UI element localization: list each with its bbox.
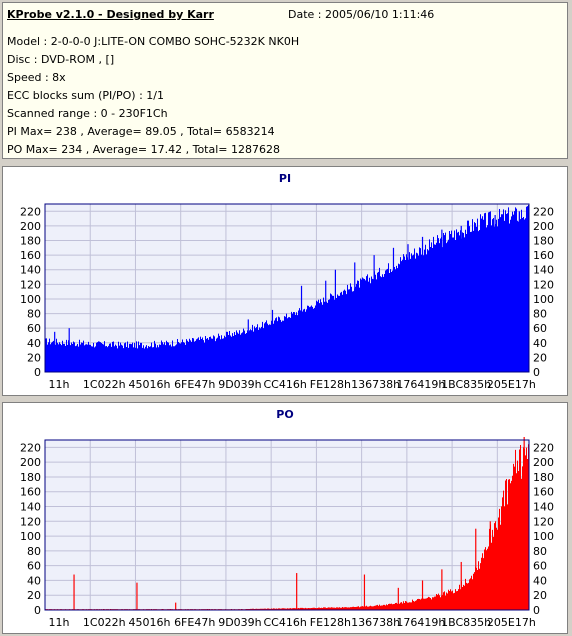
x-tick-label: 136738h [351, 378, 400, 391]
y-tick-label-left: 100 [20, 293, 41, 306]
x-tick-label: 45016h [128, 378, 170, 391]
x-tick-label: 1BC835h [441, 616, 491, 629]
y-tick-label-left: 20 [27, 589, 41, 602]
x-tick-label: 176419h [396, 378, 445, 391]
y-tick-label-left: 100 [20, 530, 41, 543]
y-tick-label-left: 180 [20, 235, 41, 248]
y-tick-label-left: 0 [34, 604, 41, 617]
y-tick-label-left: 220 [20, 205, 41, 218]
y-tick-label-right: 80 [533, 308, 547, 321]
y-tick-label-left: 40 [27, 574, 41, 587]
y-tick-label-left: 140 [20, 264, 41, 277]
y-tick-label-right: 20 [533, 589, 547, 602]
y-tick-label-right: 0 [533, 366, 540, 379]
y-tick-label-left: 60 [27, 560, 41, 573]
data-series-bars [45, 205, 529, 372]
y-tick-label-right: 40 [533, 574, 547, 587]
y-tick-label-left: 200 [20, 220, 41, 233]
x-tick-label: FE128h [310, 616, 351, 629]
y-tick-label-left: 80 [27, 308, 41, 321]
y-tick-label-left: 200 [20, 456, 41, 469]
y-tick-label-right: 140 [533, 264, 554, 277]
x-tick-label: 205E17h [487, 378, 536, 391]
y-tick-label-right: 160 [533, 249, 554, 262]
y-tick-label-right: 120 [533, 278, 554, 291]
y-tick-label-right: 200 [533, 220, 554, 233]
y-tick-label-right: 100 [533, 530, 554, 543]
plot-border [44, 203, 530, 373]
pi-summary-line: PI Max= 238 , Average= 89.05 , Total= 65… [7, 125, 275, 138]
y-tick-label-left: 140 [20, 501, 41, 514]
y-tick-label-right: 120 [533, 515, 554, 528]
y-tick-label-left: 160 [20, 249, 41, 262]
x-tick-label: 1C022h [83, 616, 126, 629]
x-tick-label: FE128h [310, 378, 351, 391]
data-series-bars [45, 444, 529, 610]
y-tick-label-right: 220 [533, 441, 554, 454]
speed-line: Speed : 8x [7, 71, 66, 84]
model-line: Model : 2-0-0-0 J:LITE-ON COMBO SOHC-523… [7, 35, 300, 48]
y-tick-label-right: 200 [533, 456, 554, 469]
y-tick-label-left: 180 [20, 471, 41, 484]
y-tick-label-right: 0 [533, 604, 540, 617]
y-tick-label-right: 180 [533, 235, 554, 248]
y-tick-label-right: 180 [533, 471, 554, 484]
x-tick-label: 6FE47h [174, 616, 215, 629]
y-tick-label-left: 120 [20, 278, 41, 291]
po-chart-title: PO [276, 408, 294, 421]
y-tick-label-left: 80 [27, 545, 41, 558]
y-tick-label-left: 20 [27, 351, 41, 364]
x-tick-label: CC416h [263, 616, 306, 629]
scan-date: Date : 2005/06/10 1:11:46 [288, 8, 435, 21]
x-tick-label: 176419h [396, 616, 445, 629]
y-tick-label-right: 20 [533, 351, 547, 364]
y-tick-label-left: 40 [27, 337, 41, 350]
x-tick-label: 6FE47h [174, 378, 215, 391]
plot-area [44, 439, 530, 611]
po-summary-line: PO Max= 234 , Average= 17.42 , Total= 12… [7, 143, 280, 156]
x-tick-label: 9D039h [218, 616, 261, 629]
po-chart-panel: PO 0 0 20 20 40 40 60 60 80 80 100 100 120 120 140 140 1… [2, 402, 568, 634]
info-panel: KProbe v2.1.0 - Designed by Karr Date : … [2, 2, 568, 159]
ecc-line: ECC blocks sum (PI/PO) : 1/1 [7, 89, 164, 102]
x-tick-label: 136738h [351, 616, 400, 629]
x-tick-label: 45016h [128, 616, 170, 629]
y-tick-label-right: 40 [533, 337, 547, 350]
x-tick-label: 9D039h [218, 378, 261, 391]
pi-chart-title: PI [278, 172, 292, 185]
y-tick-label-right: 160 [533, 486, 554, 499]
y-tick-label-left: 120 [20, 515, 41, 528]
y-tick-label-right: 60 [533, 322, 547, 335]
y-tick-label-right: 100 [533, 293, 554, 306]
x-tick-label: 11h [49, 378, 70, 391]
y-tick-label-right: 80 [533, 545, 547, 558]
app-title: KProbe v2.1.0 - Designed by Karr [7, 8, 214, 21]
x-tick-label: 1BC835h [441, 378, 491, 391]
x-tick-label: 11h [49, 616, 70, 629]
y-tick-label-right: 140 [533, 501, 554, 514]
y-tick-label-left: 60 [27, 322, 41, 335]
x-tick-label: 205E17h [487, 616, 536, 629]
disc-line: Disc : DVD-ROM , [] [7, 53, 115, 66]
y-tick-label-left: 220 [20, 441, 41, 454]
range-line: Scanned range : 0 - 230F1Ch [7, 107, 168, 120]
y-tick-label-left: 160 [20, 486, 41, 499]
x-tick-label: 1C022h [83, 378, 126, 391]
plot-border [44, 439, 530, 611]
y-tick-label-left: 0 [34, 366, 41, 379]
y-tick-label-right: 60 [533, 560, 547, 573]
pi-chart-panel: PI 0 0 20 20 40 40 60 60 80 80 100 100 120 120 140 140 1… [2, 166, 568, 396]
y-tick-label-right: 220 [533, 205, 554, 218]
x-tick-label: CC416h [263, 378, 306, 391]
